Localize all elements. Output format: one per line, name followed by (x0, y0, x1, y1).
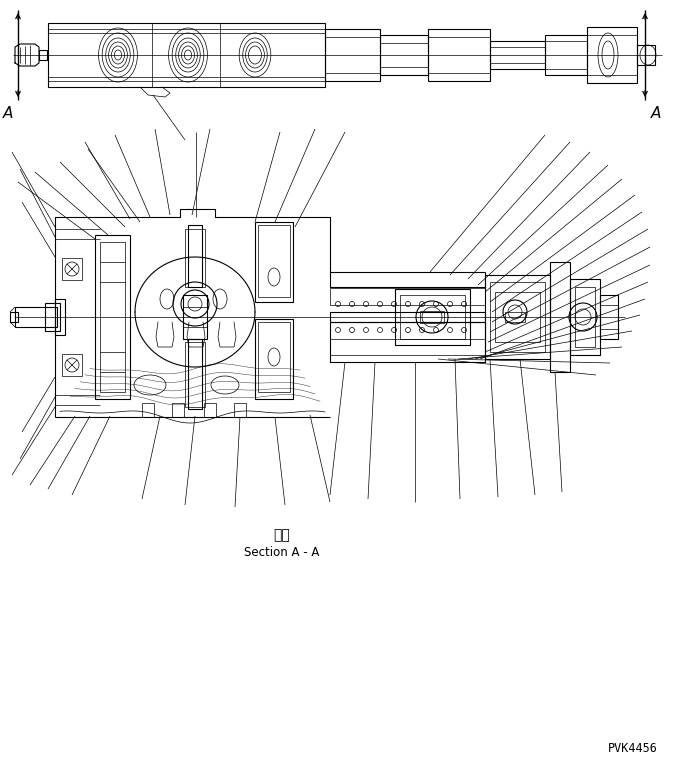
Bar (600, 295, 618, 339)
Bar (188, 225, 202, 287)
Bar (330, 322, 485, 362)
Bar (490, 41, 545, 69)
Bar (234, 403, 246, 417)
Bar (485, 275, 550, 359)
Text: PVK4456: PVK4456 (608, 742, 658, 755)
Bar (100, 242, 125, 392)
Bar (62, 354, 82, 376)
Bar (255, 222, 293, 302)
Bar (62, 258, 82, 280)
Bar (330, 288, 485, 305)
Bar (570, 279, 600, 355)
Bar (495, 292, 540, 342)
Bar (380, 35, 428, 75)
Bar (55, 299, 65, 335)
Bar (188, 339, 202, 409)
Bar (587, 27, 637, 83)
Text: A: A (3, 105, 13, 121)
Bar (505, 312, 525, 322)
Bar (48, 23, 325, 87)
Bar (185, 229, 205, 287)
Bar (490, 282, 545, 352)
Bar (550, 262, 570, 372)
Bar (258, 225, 290, 297)
Bar (142, 403, 154, 417)
Bar (183, 295, 207, 339)
Bar (637, 45, 655, 65)
Text: Section A - A: Section A - A (244, 545, 320, 558)
Bar (330, 322, 485, 339)
Bar (575, 287, 595, 347)
Text: 断面: 断面 (273, 528, 290, 542)
Bar (258, 322, 290, 392)
Bar (428, 29, 490, 81)
Bar (545, 35, 587, 75)
Bar (95, 235, 130, 399)
Text: A: A (651, 105, 661, 121)
Bar (204, 403, 216, 417)
Bar (255, 319, 293, 399)
Bar (400, 295, 465, 339)
Bar (15, 307, 57, 327)
Bar (420, 311, 444, 323)
Bar (395, 289, 470, 345)
Bar (325, 29, 380, 81)
Bar (330, 312, 485, 322)
Bar (45, 303, 60, 331)
Bar (39, 50, 47, 60)
Bar (10, 312, 18, 322)
Bar (172, 403, 184, 417)
Bar (185, 342, 205, 407)
